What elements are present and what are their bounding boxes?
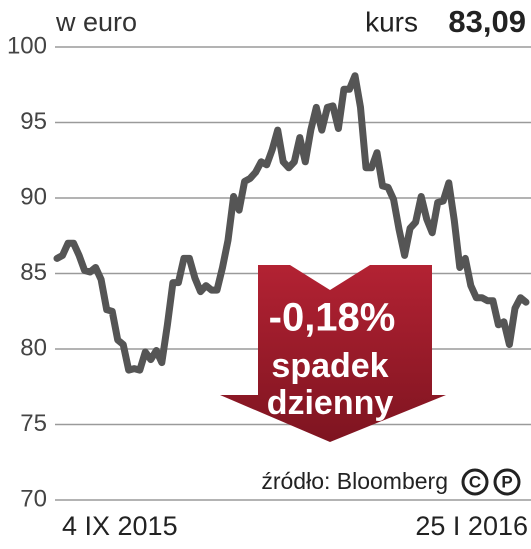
price-label: kurs: [365, 6, 418, 37]
y-tick-label: 75: [20, 410, 47, 437]
annotation-line: dzienny: [267, 384, 394, 422]
y-tick-label: 80: [20, 334, 47, 361]
price-line: [53, 72, 530, 374]
down-arrow: [220, 265, 446, 442]
y-tick-label: 70: [20, 485, 47, 512]
price-value: 83,09: [448, 4, 526, 39]
y-tick-label: 90: [20, 183, 47, 210]
unit-label: w euro: [55, 7, 137, 37]
y-tick-label: 85: [20, 259, 47, 286]
annotation-change: -0,18%: [269, 296, 396, 340]
logo-letter: P: [501, 472, 512, 491]
plot: [53, 72, 530, 374]
y-tick-label: 100: [7, 32, 47, 59]
x-tick-label: 25 I 2016: [415, 511, 528, 541]
logo-circle: [461, 468, 489, 496]
x-tick-label: 4 IX 2015: [62, 511, 178, 541]
y-tick-label: 95: [20, 108, 47, 135]
logo-circle: [493, 468, 521, 496]
annotation-line: spadek: [271, 347, 388, 385]
source: źródło: Bloomberg: [261, 468, 448, 494]
logo-letter: C: [469, 472, 481, 491]
